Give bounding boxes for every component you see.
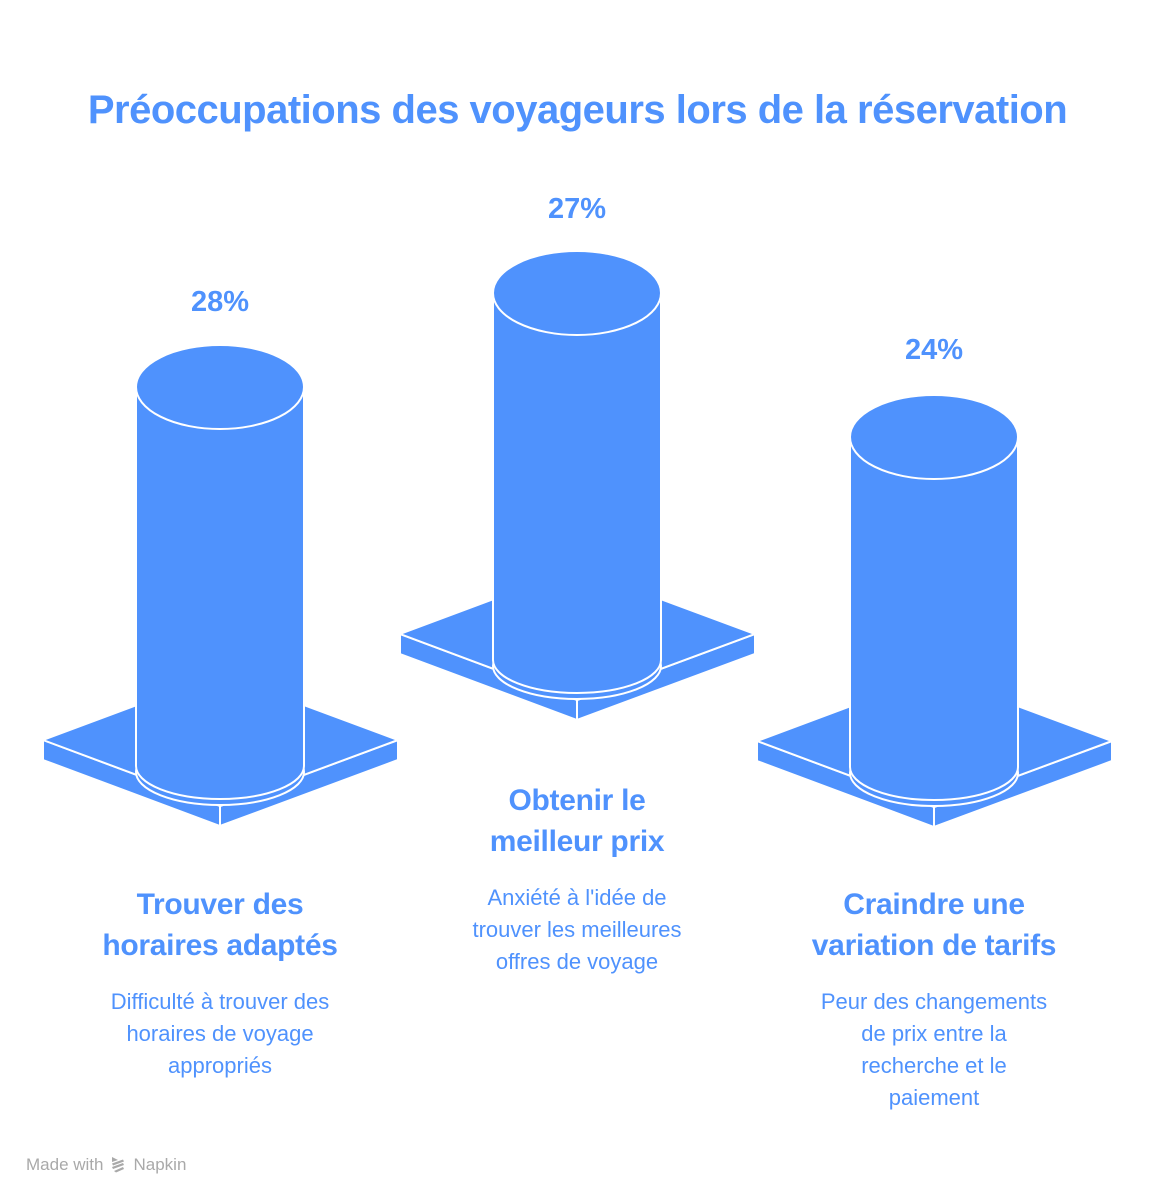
value-label-1: 28% [190,286,250,318]
description-line: appropriés [168,1053,272,1078]
category-heading: Obtenir le meilleur prix [407,780,747,862]
description-line: trouver les meilleures [472,917,682,942]
heading-line: variation de tarifs [811,929,1057,962]
category-heading: Trouver des horaires adaptés [50,884,390,966]
pillar-cylinder [135,344,305,806]
pillar-1 [42,344,399,827]
chart-title: Préoccupations des voyageurs lors de la … [87,88,1068,132]
category-description: Anxiété à l'idée de trouver les meilleur… [407,882,747,978]
description-line: horaires de voyage [126,1021,314,1046]
description-line: Difficulté à trouver des [110,989,330,1014]
napkin-logo-icon [109,1156,127,1174]
value-label-3: 24% [904,334,964,366]
category-label-1: Trouver des horaires adaptés Difficulté … [50,884,390,1082]
made-with-text: Made with [26,1155,104,1174]
heading-line: Obtenir le [508,784,646,817]
category-description: Peur des changements de prix entre la re… [764,986,1104,1114]
description-line: Anxiété à l'idée de [487,885,667,910]
heading-line: Craindre une [843,888,1025,921]
pillar-cylinder [492,250,662,700]
category-heading: Craindre une variation de tarifs [764,884,1104,966]
pillar-3 [756,394,1113,828]
heading-line: horaires adaptés [102,929,338,962]
description-line: Peur des changements [820,989,1048,1014]
category-label-2: Obtenir le meilleur prix Anxiété à l'idé… [407,780,747,978]
value-label-2: 27% [547,193,607,225]
heading-line: Trouver des [136,888,304,921]
description-line: de prix entre la [861,1021,1007,1046]
description-line: offres de voyage [495,949,659,974]
pillar-2 [399,250,756,721]
brand-name: Napkin [133,1155,187,1174]
description-line: paiement [888,1085,980,1110]
pillar-cylinder [849,394,1019,807]
footer-attribution[interactable]: Made with Napkin [26,1155,186,1175]
heading-line: meilleur prix [489,825,665,858]
category-label-3: Craindre une variation de tarifs Peur de… [764,884,1104,1114]
category-description: Difficulté à trouver des horaires de voy… [50,986,390,1082]
description-line: recherche et le [861,1053,1007,1078]
